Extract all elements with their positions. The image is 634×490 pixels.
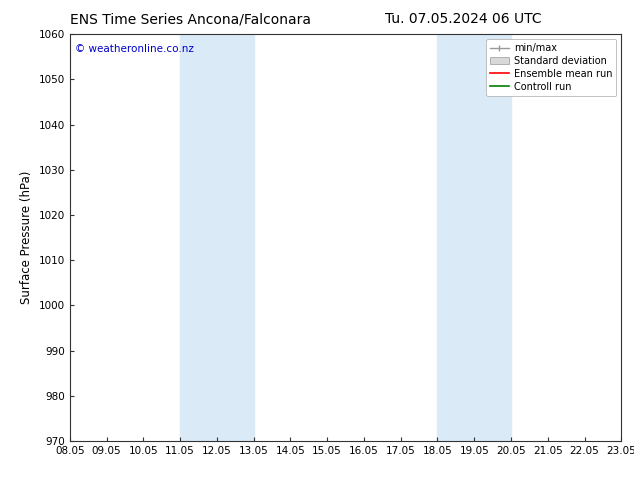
Text: ENS Time Series Ancona/Falconara: ENS Time Series Ancona/Falconara xyxy=(70,12,311,26)
Y-axis label: Surface Pressure (hPa): Surface Pressure (hPa) xyxy=(20,171,33,304)
Text: Tu. 07.05.2024 06 UTC: Tu. 07.05.2024 06 UTC xyxy=(384,12,541,26)
Text: © weatheronline.co.nz: © weatheronline.co.nz xyxy=(75,45,194,54)
Bar xyxy=(437,34,511,441)
Legend: min/max, Standard deviation, Ensemble mean run, Controll run: min/max, Standard deviation, Ensemble me… xyxy=(486,39,616,96)
Bar xyxy=(180,34,254,441)
